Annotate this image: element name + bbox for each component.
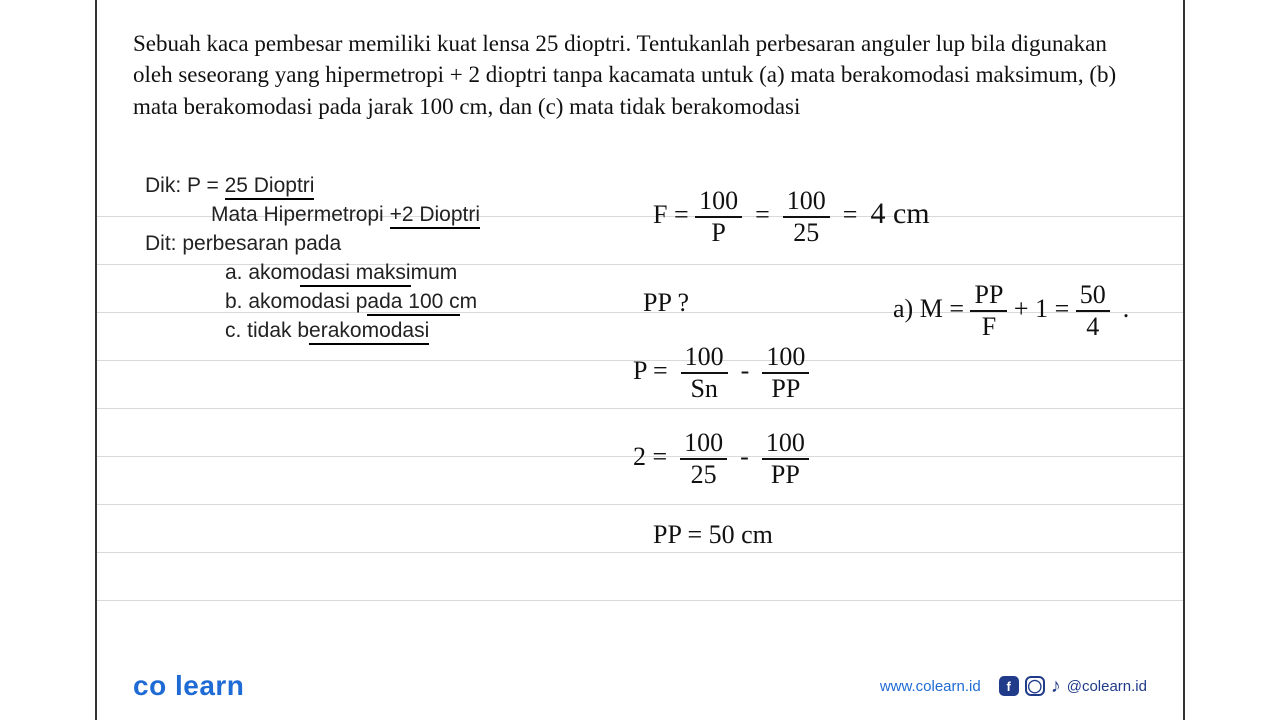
ruled-lines bbox=[97, 190, 1183, 640]
eq-part-a-num2: 50 bbox=[1076, 282, 1110, 310]
eq-part-a: a) M = PP F + 1 = 50 4 . bbox=[893, 282, 1129, 340]
eq-two-den2: PP bbox=[762, 458, 809, 488]
eq-two-label: 2 = bbox=[633, 442, 667, 471]
item-c-prefix: c. tidak b bbox=[225, 319, 309, 342]
eq-part-a-num1: PP bbox=[970, 282, 1007, 310]
item-b-under: ada 100 c bbox=[367, 290, 459, 316]
footer-url[interactable]: www.colearn.id bbox=[880, 678, 981, 695]
eq-part-a-den1: F bbox=[970, 310, 1007, 340]
footer-right: www.colearn.id f ◯ ♪ @colearn.id bbox=[880, 675, 1147, 698]
item-b-suffix: m bbox=[460, 290, 478, 313]
eq-f-den2: 25 bbox=[783, 216, 830, 246]
mata-label: Mata Hipermetropi bbox=[211, 203, 390, 226]
footer: co.learn www.colearn.id f ◯ ♪ @colearn.i… bbox=[133, 670, 1147, 702]
eq-p-den1: Sn bbox=[681, 372, 728, 402]
eq-f-num2: 100 bbox=[783, 188, 830, 216]
mata-line: Mata Hipermetropi +2 Dioptri bbox=[211, 203, 480, 227]
eq-two-den1: 25 bbox=[680, 458, 727, 488]
item-a-suffix: mum bbox=[411, 261, 458, 284]
eq-p-frac1: 100 Sn bbox=[681, 344, 728, 402]
eq-pp-q: PP ? bbox=[643, 288, 689, 318]
item-a-prefix: a. akom bbox=[225, 261, 300, 284]
brand-right: learn bbox=[175, 670, 244, 701]
eq-p-num2: 100 bbox=[762, 344, 809, 372]
instagram-icon[interactable]: ◯ bbox=[1025, 676, 1045, 696]
eq-f-result: 4 cm bbox=[870, 197, 929, 230]
item-b-prefix: b. akomodasi p bbox=[225, 290, 367, 313]
facebook-icon[interactable]: f bbox=[999, 676, 1019, 696]
tiktok-icon[interactable]: ♪ bbox=[1051, 675, 1061, 698]
work-area: Dik: P = 25 Dioptri Mata Hipermetropi +2… bbox=[133, 170, 1147, 640]
eq-part-a-frac1: PP F bbox=[970, 282, 1007, 340]
eq-part-a-label: a) M = bbox=[893, 294, 964, 323]
item-c: c. tidak berakomodasi bbox=[225, 319, 429, 343]
eq-two-num2: 100 bbox=[762, 430, 809, 458]
brand-logo: co.learn bbox=[133, 670, 244, 702]
dik-value: 25 Dioptri bbox=[225, 174, 315, 200]
eq-f-num1: 100 bbox=[695, 188, 742, 216]
social-handle[interactable]: @colearn.id bbox=[1067, 678, 1147, 695]
eq-p-frac2: 100 PP bbox=[762, 344, 809, 402]
eq-two-minus: - bbox=[740, 442, 749, 471]
eq-part-a-frac2: 50 4 bbox=[1076, 282, 1110, 340]
eq-f-eq1: = bbox=[755, 200, 770, 229]
eq-p-label: P = bbox=[633, 356, 668, 385]
eq-two: 2 = 100 25 - 100 PP bbox=[633, 430, 809, 488]
eq-f-frac2: 100 25 bbox=[783, 188, 830, 246]
eq-f-frac1: 100 P bbox=[695, 188, 742, 246]
item-b: b. akomodasi pada 100 cm bbox=[225, 290, 477, 314]
eq-part-a-den2: 4 bbox=[1076, 310, 1110, 340]
dit-line: Dit: perbesaran pada bbox=[145, 232, 341, 256]
eq-two-frac1: 100 25 bbox=[680, 430, 727, 488]
brand-left: co bbox=[133, 670, 167, 701]
eq-two-frac2: 100 PP bbox=[762, 430, 809, 488]
item-a: a. akomodasi maksimum bbox=[225, 261, 457, 285]
dik-line: Dik: P = 25 Dioptri bbox=[145, 174, 314, 198]
eq-p: P = 100 Sn - 100 PP bbox=[633, 344, 809, 402]
eq-f: F = 100 P = 100 25 = 4 cm bbox=[653, 188, 930, 246]
page-container: Sebuah kaca pembesar memiliki kuat lensa… bbox=[95, 0, 1185, 720]
eq-two-num1: 100 bbox=[680, 430, 727, 458]
eq-f-label: F = bbox=[653, 200, 689, 229]
eq-p-minus: - bbox=[741, 356, 750, 385]
eq-p-num1: 100 bbox=[681, 344, 728, 372]
item-c-under: erakomodasi bbox=[309, 319, 429, 345]
problem-statement: Sebuah kaca pembesar memiliki kuat lensa… bbox=[133, 28, 1147, 122]
eq-p-den2: PP bbox=[762, 372, 809, 402]
mata-value: +2 Dioptri bbox=[390, 203, 480, 229]
eq-f-den1: P bbox=[695, 216, 742, 246]
eq-f-eq2: = bbox=[843, 200, 858, 229]
social-icons: f ◯ ♪ @colearn.id bbox=[999, 675, 1147, 698]
eq-part-a-dot: . bbox=[1123, 294, 1130, 323]
eq-part-a-plus: + 1 = bbox=[1014, 294, 1069, 323]
eq-pp-result: PP = 50 cm bbox=[653, 520, 773, 550]
item-a-under: odasi maksi bbox=[300, 261, 411, 287]
dik-label: Dik: P = bbox=[145, 174, 225, 197]
